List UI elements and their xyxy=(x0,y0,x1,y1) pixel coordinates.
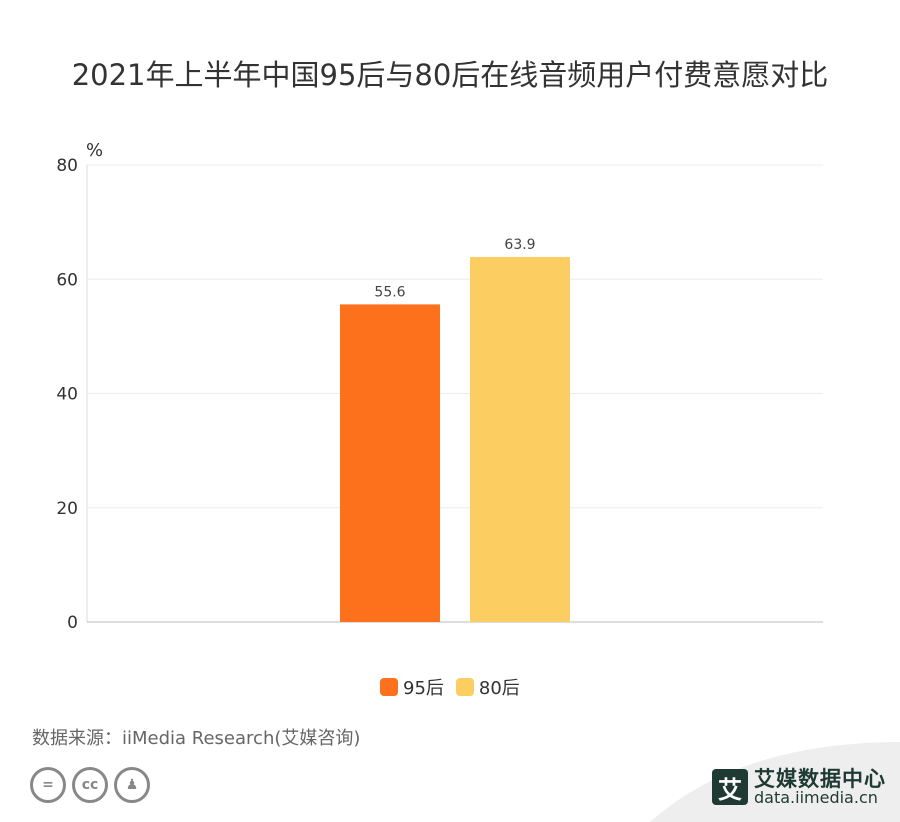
legend: 95后 80后 xyxy=(380,674,532,700)
y-tick-label: 0 xyxy=(67,613,78,633)
y-axis-unit: % xyxy=(86,140,103,161)
y-tick-label: 40 xyxy=(56,385,78,405)
equals-icon: = xyxy=(30,767,66,803)
license-icons: = cc ♟ xyxy=(30,767,156,803)
person-icon: ♟ xyxy=(114,767,150,803)
y-tick-label: 20 xyxy=(56,499,78,519)
data-label: 55.6 xyxy=(374,284,405,300)
data-source: 数据来源：iiMedia Research(艾媒咨询) xyxy=(32,728,361,749)
data-label: 63.9 xyxy=(504,237,535,253)
cc-icon: cc xyxy=(72,767,108,803)
brand-name: 艾媒数据中心 xyxy=(754,767,886,791)
bar-chart: 0 20 40 60 80% 55.6 63.9 xyxy=(56,140,823,633)
legend-label-95: 95后 xyxy=(403,678,444,699)
chart-title: 2021年上半年中国95后与80后在线音频用户付费意愿对比 xyxy=(71,58,829,92)
legend-swatch-80 xyxy=(455,678,474,696)
legend-swatch-95 xyxy=(380,678,398,696)
brand-logo-icon: 艾 xyxy=(712,769,748,806)
bar-95后 xyxy=(340,304,440,622)
brand: 艾 艾媒数据中心 data.iimedia.cn xyxy=(712,768,886,807)
legend-item-80[interactable]: 80后 xyxy=(455,674,520,700)
brand-url: data.iimedia.cn xyxy=(754,788,878,808)
y-tick-label: 60 xyxy=(56,270,78,290)
legend-item-95[interactable]: 95后 xyxy=(380,674,444,700)
bar-80后 xyxy=(470,256,570,622)
legend-label-80: 80后 xyxy=(478,678,520,699)
y-tick-label: 80 xyxy=(56,156,78,176)
